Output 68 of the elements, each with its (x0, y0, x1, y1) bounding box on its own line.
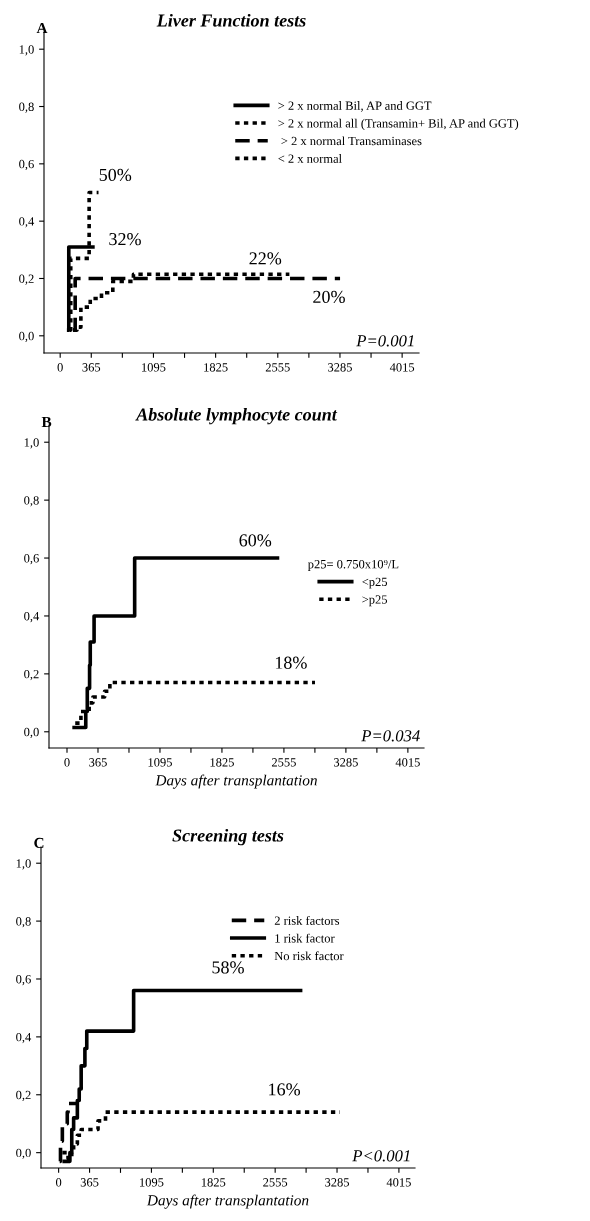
x-tick-label: 3285 (328, 363, 352, 372)
x-tick-label: 1825 (210, 758, 234, 767)
x-tick-label: 1095 (148, 758, 172, 767)
y-tick-label: 1,0 (19, 45, 34, 56)
annotation: 58% (212, 961, 244, 974)
x-tick-label: 2555 (271, 758, 296, 767)
x-tick-label: 365 (82, 363, 101, 372)
legend-label: > 2 x normal Transaminases (281, 136, 422, 146)
y-tick-label: 0,6 (24, 554, 39, 565)
legend-label: No risk factor (274, 951, 344, 961)
x-tick-label: 1825 (201, 1178, 226, 1187)
annotation: P=0.001 (356, 335, 414, 347)
chart-title: Liver Function tests (156, 13, 306, 27)
legend-label: <p25 (362, 577, 388, 589)
x-tick-label: 365 (80, 1178, 99, 1187)
y-tick-label: 0,0 (16, 1148, 31, 1159)
y-tick-label: 0,8 (16, 917, 31, 928)
x-axis-title: Days after transplantation (155, 774, 317, 789)
chart-title: Screening tests (172, 828, 284, 846)
x-tick-label: 0 (55, 1178, 62, 1187)
annotation: P<0.001 (352, 1150, 410, 1162)
annotation: C (34, 837, 44, 849)
chart-title: Absolute lymphocyte count (135, 407, 338, 425)
x-tick-label: 2555 (265, 363, 290, 372)
x-tick-label: 3285 (333, 758, 358, 767)
legend-label: >p25 (362, 595, 388, 607)
y-tick-label: 0,2 (24, 669, 39, 681)
annotation: 50% (99, 168, 132, 182)
legend-label: 2 risk factors (274, 915, 340, 925)
annotation: 32% (109, 232, 141, 246)
annotation: 16% (269, 1083, 301, 1096)
y-tick-label: 0,8 (24, 496, 39, 507)
x-tick-label: 1825 (204, 363, 228, 372)
x-axis-title: Days after transplantation (146, 1194, 309, 1209)
x-tick-label: 0 (57, 363, 63, 372)
y-tick-label: 0,8 (19, 102, 34, 113)
annotation: 20% (313, 290, 345, 304)
x-tick-label: 3285 (325, 1178, 350, 1187)
y-tick-label: 1,0 (24, 438, 39, 449)
x-tick-label: 4015 (395, 758, 420, 767)
x-tick-label: 0 (64, 758, 70, 767)
x-tick-label: 4015 (389, 363, 415, 372)
legend-label: > 2 x normal Bil, AP and GGT (278, 101, 432, 112)
legend-label: 1 risk factor (275, 933, 335, 943)
legend-label: > 2 x normal all (Transamin+ Bil, AP and GGT) (278, 118, 519, 131)
y-tick-label: 0,4 (19, 217, 35, 228)
annotation: P=0.034 (361, 730, 420, 742)
annotation: 60% (239, 534, 272, 547)
x-tick-label: 1095 (140, 1178, 164, 1187)
y-tick-label: 0,6 (16, 975, 31, 986)
x-tick-label: 365 (89, 758, 107, 767)
annotation: 22% (249, 252, 282, 265)
y-tick-label: 1,0 (16, 859, 31, 870)
y-tick-label: 0,4 (16, 1032, 32, 1044)
y-tick-label: 0,0 (19, 331, 34, 343)
annotation: 18% (275, 656, 307, 669)
annotation: A (36, 22, 48, 33)
x-tick-label: 1095 (142, 363, 166, 372)
y-tick-label: 0,0 (24, 727, 39, 739)
x-tick-label: 4015 (386, 1178, 411, 1187)
y-tick-label: 0,2 (16, 1090, 31, 1102)
legend-label: < 2 x normal (278, 154, 342, 163)
y-tick-label: 0,2 (19, 274, 34, 285)
y-tick-label: 0,6 (19, 159, 34, 171)
annotation: B (41, 416, 52, 427)
legend-title: p25= 0.750x10⁹/L (307, 559, 399, 571)
y-tick-label: 0,4 (24, 611, 40, 623)
x-tick-label: 2555 (263, 1178, 288, 1187)
